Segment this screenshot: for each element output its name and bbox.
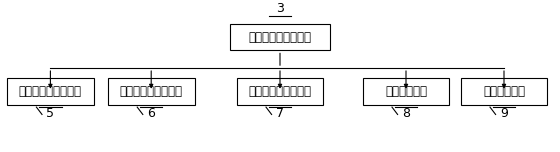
Text: 6: 6 (147, 107, 155, 120)
FancyBboxPatch shape (7, 78, 94, 105)
Text: 中厚板位置计算模块: 中厚板位置计算模块 (120, 85, 183, 98)
FancyBboxPatch shape (363, 78, 449, 105)
Text: 5: 5 (46, 107, 54, 120)
FancyBboxPatch shape (460, 78, 547, 105)
Text: 3: 3 (276, 2, 284, 15)
Text: 安全摆动模块: 安全摆动模块 (385, 85, 427, 98)
FancyBboxPatch shape (230, 24, 330, 50)
Text: 数据交换模块: 数据交换模块 (483, 85, 525, 98)
Text: 中厚板速度计算模块: 中厚板速度计算模块 (19, 85, 82, 98)
Text: 7: 7 (276, 107, 284, 120)
FancyBboxPatch shape (108, 78, 195, 105)
Text: 中厚板微观跟踪系统: 中厚板微观跟踪系统 (249, 31, 311, 44)
FancyBboxPatch shape (236, 78, 324, 105)
Text: 中厚板间隙计算模块: 中厚板间隙计算模块 (249, 85, 311, 98)
Text: 8: 8 (402, 107, 410, 120)
Text: 9: 9 (500, 107, 508, 120)
